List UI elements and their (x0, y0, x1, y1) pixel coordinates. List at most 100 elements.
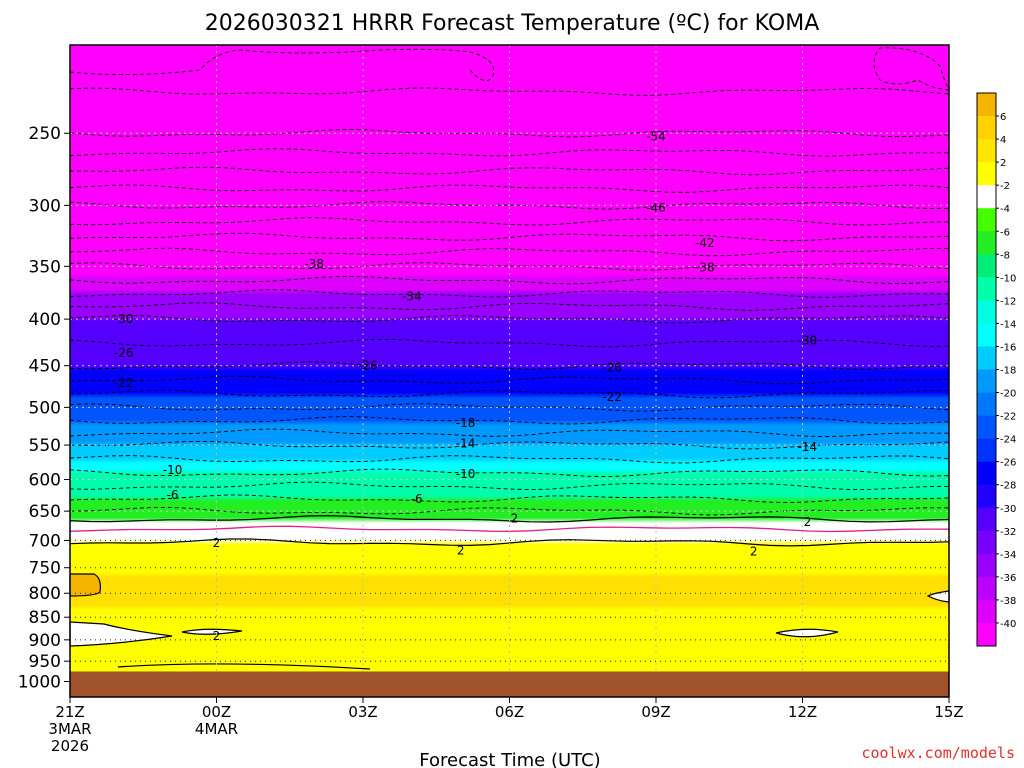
colorbar-label: -6 (1000, 227, 1010, 238)
colorbar-swatch (977, 507, 996, 532)
contour-label: -34 (402, 290, 422, 304)
colorbar-swatch (977, 369, 996, 393)
y-tick-label: 800 (29, 584, 61, 604)
y-tick-label: 500 (29, 398, 61, 418)
colorbar-swatch (977, 576, 996, 601)
x-tick-label: 03Z (348, 703, 377, 721)
y-tick-label: 400 (29, 310, 61, 330)
y-tick-label: 450 (29, 357, 61, 377)
contour-line (69, 48, 495, 82)
contour-label: 2 (804, 515, 812, 529)
contour-label: -14 (798, 440, 818, 454)
x-tick-label: 09Z (641, 703, 670, 721)
warm-pocket (69, 573, 101, 597)
y-tick-label: 1000 (18, 672, 61, 692)
y-tick-label: 950 (29, 652, 61, 672)
contour-label: -22 (602, 390, 622, 404)
x-tick-label: 12Z (788, 703, 817, 721)
colorbar-swatch (977, 461, 996, 486)
contour-label: -10 (163, 463, 183, 477)
colorbar-swatch (977, 139, 996, 163)
y-tick-label: 600 (29, 470, 61, 490)
colorbar-swatch (977, 622, 996, 647)
colorbar-swatch (977, 93, 996, 117)
x-axis-label: Forecast Time (UTC) (419, 750, 600, 768)
colorbar-label: -38 (1000, 596, 1016, 607)
ground (70, 671, 949, 697)
x-tick-label: 00Z (202, 703, 231, 721)
colorbar-label: -36 (1000, 573, 1016, 584)
colorbar-swatch (977, 484, 996, 509)
cool-pocket-right (775, 628, 839, 638)
chart-title: 2026030321 HRRR Forecast Temperature (ºC… (205, 11, 820, 36)
colorbar-swatch (977, 162, 996, 186)
colorbar-label: -16 (1000, 342, 1016, 353)
y-tick-label: 650 (29, 502, 61, 522)
x-tick-label: 4MAR (195, 720, 238, 738)
vertical-gridlines (216, 45, 803, 697)
colorbar-swatch (977, 323, 996, 347)
colorbar-label: -26 (1000, 458, 1016, 469)
colorbar-label: -28 (1000, 481, 1016, 492)
contour-label: -6 (411, 492, 423, 506)
colorbar-swatch (977, 231, 996, 255)
contour-label: -6 (167, 488, 179, 502)
colorbar-label: -24 (1000, 435, 1016, 446)
colorbar: 6 4 2 -2 -4 -6 -8 -10 -12 -14 -16 -18 -20 -22 -24 -26 -2… (976, 92, 1016, 647)
colorbar-label: -30 (1000, 504, 1016, 515)
y-tick-label: 850 (29, 608, 61, 628)
contour-label: 2 (213, 629, 221, 643)
y-tick-label: 700 (29, 531, 61, 551)
colorbar-label: -18 (1000, 366, 1016, 377)
cool-pocket-edge (926, 590, 950, 603)
contour-label: -26 (114, 346, 134, 360)
contour-label: -30 (114, 312, 134, 326)
y-tick-label: 300 (29, 196, 61, 216)
contour-label: -42 (695, 236, 715, 250)
colorbar-label: -4 (1000, 204, 1010, 215)
y-tick-label: 550 (29, 436, 61, 456)
colorbar-label: -20 (1000, 389, 1016, 400)
colorbar-swatch (977, 254, 996, 278)
colorbar-swatch (977, 185, 996, 209)
contour-label: -38 (695, 260, 715, 274)
colorbar-label: -40 (1000, 619, 1016, 630)
x-tick-label: 3MAR (48, 720, 91, 738)
contour-label: -26 (358, 359, 378, 373)
cool-pocket-mid (181, 628, 243, 635)
colorbar-swatch (977, 415, 996, 439)
contour-label: -18 (456, 416, 476, 430)
y-tick-label: 900 (29, 631, 61, 651)
contour-label: -38 (304, 257, 324, 271)
contour-label: -22 (114, 376, 134, 390)
contour-lines (69, 47, 950, 516)
plot-area: -54 -46 -42 -38 -38 -34 -30 -30 -26 -26 -26 -22 -22 -… (69, 44, 950, 698)
contour-label: -46 (646, 201, 666, 215)
colorbar-label: -8 (1000, 250, 1010, 261)
contour-labels: -54 -46 -42 -38 -38 -34 -30 -30 -26 -26 -26 -22 -22 -… (114, 129, 817, 642)
contour-label: -26 (602, 360, 622, 374)
y-tick-label: 250 (29, 124, 61, 144)
contour-label: 2 (511, 511, 519, 525)
colorbar-swatch (977, 392, 996, 416)
colorbar-label: -12 (1000, 296, 1016, 307)
colorbar-swatch (977, 346, 996, 370)
colorbar-label: -2 (1000, 181, 1010, 192)
contour-label: 2 (457, 543, 465, 557)
colorbar-label: 4 (1000, 135, 1006, 146)
colorbar-swatch (977, 277, 996, 301)
credit-text: coolwx.com/models (861, 744, 1015, 762)
colorbar-label: -32 (1000, 527, 1016, 538)
near-surface-isotherm (117, 663, 371, 670)
colorbar-label: -10 (1000, 273, 1016, 284)
colorbar-swatch (977, 438, 996, 462)
colorbar-swatch (977, 116, 996, 140)
colorbar-swatch (977, 208, 996, 232)
colorbar-label: -22 (1000, 412, 1016, 423)
contour-label: -14 (456, 437, 476, 451)
colorbar-label: -34 (1000, 550, 1016, 561)
x-tick-label: 21Z (55, 703, 84, 721)
colorbar-label: -14 (1000, 319, 1016, 330)
